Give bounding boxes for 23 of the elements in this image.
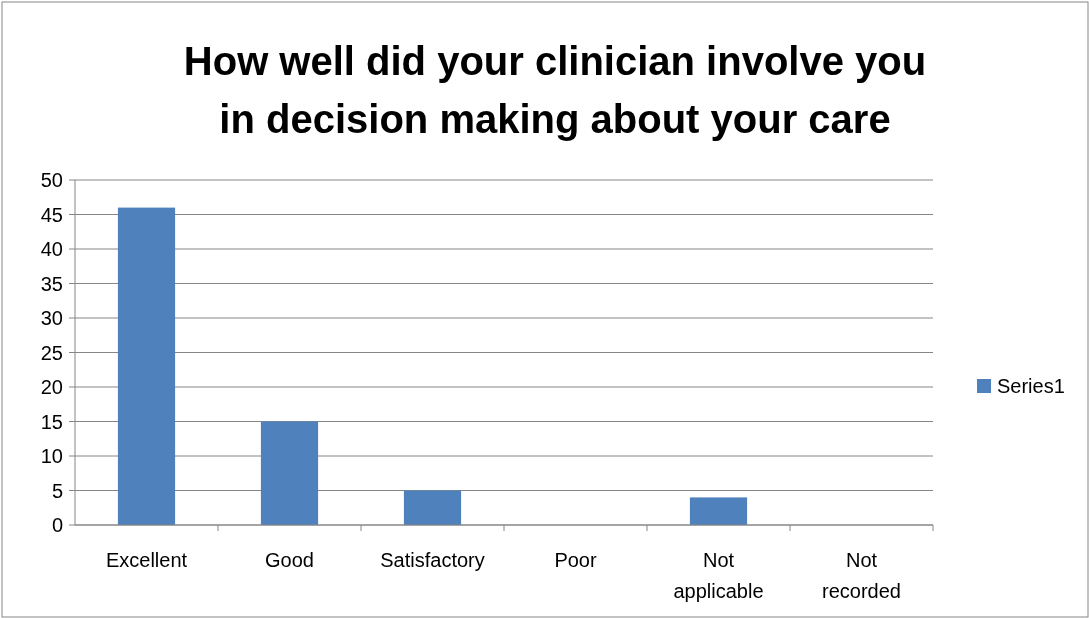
y-tick-label: 20 bbox=[40, 376, 63, 398]
y-tick-label: 25 bbox=[40, 341, 63, 364]
bar bbox=[117, 207, 176, 525]
y-tick-label: 35 bbox=[40, 272, 63, 295]
y-tick-label: 45 bbox=[40, 203, 63, 226]
bar bbox=[403, 490, 462, 525]
y-tick-label: 15 bbox=[40, 410, 63, 433]
x-tick-label: Not applicable bbox=[673, 549, 764, 602]
x-tick-label: Satisfactory bbox=[380, 549, 485, 571]
x-tick-label: Not recorded bbox=[822, 549, 901, 602]
chart-title: How well did your clinician involve you in decision making about your care bbox=[183, 39, 927, 141]
y-tick-label: 50 bbox=[40, 169, 63, 191]
y-tick-label: 5 bbox=[51, 479, 63, 502]
x-tick-label: Poor bbox=[554, 549, 597, 571]
bar bbox=[260, 421, 319, 525]
y-tick-label: 30 bbox=[40, 307, 63, 329]
x-tick-label: Good bbox=[265, 549, 314, 571]
y-tick-label: 0 bbox=[51, 514, 63, 536]
legend-label: Series1 bbox=[997, 375, 1065, 397]
x-tick-label: Excellent bbox=[105, 549, 188, 571]
bar bbox=[689, 497, 748, 525]
y-tick-label: 10 bbox=[40, 445, 63, 467]
y-tick-label: 40 bbox=[40, 238, 63, 260]
